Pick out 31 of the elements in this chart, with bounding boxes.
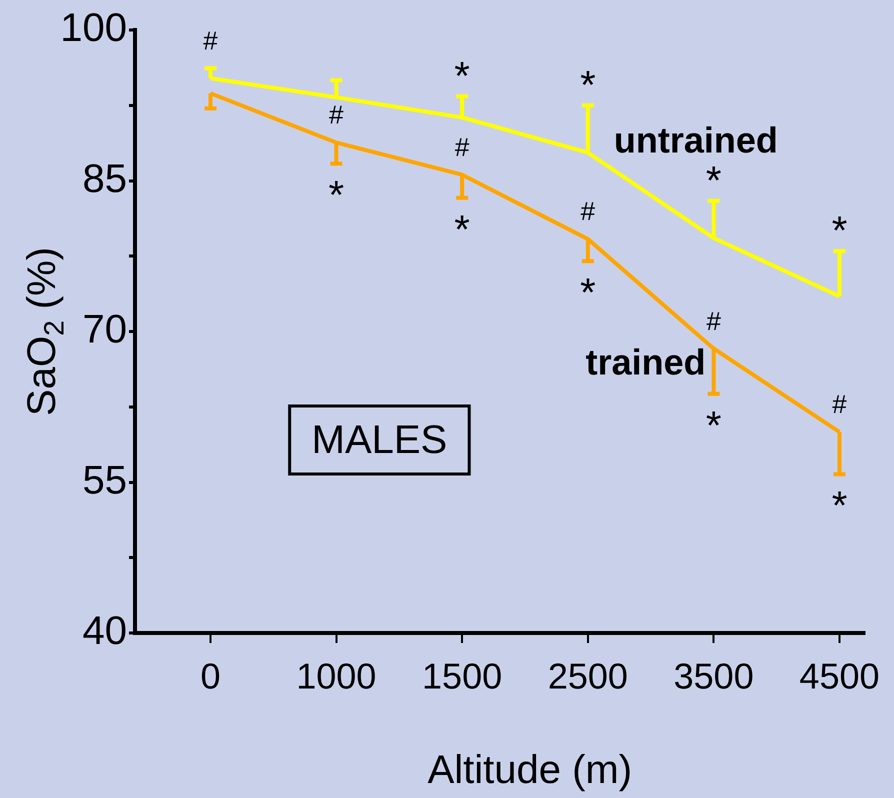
annotation: * bbox=[328, 174, 344, 218]
annotation: # bbox=[203, 25, 218, 56]
x-tick-label: 1000 bbox=[296, 656, 376, 697]
annotation: # bbox=[454, 132, 470, 162]
annotation: # bbox=[706, 306, 722, 336]
annotation: # bbox=[329, 100, 344, 130]
x-axis-title: Altitude (m) bbox=[428, 748, 632, 792]
x-tick-label: 0 bbox=[200, 656, 220, 697]
series-label: trained bbox=[586, 342, 706, 383]
annotation: * bbox=[706, 158, 722, 203]
x-tick-label: 1500 bbox=[422, 656, 502, 697]
y-tick-label: 40 bbox=[82, 609, 127, 654]
annotation: # bbox=[832, 389, 848, 420]
annotation: * bbox=[454, 54, 470, 98]
y-axis-title: SaO2 (%) bbox=[20, 247, 70, 416]
y-tick-label: 85 bbox=[82, 156, 127, 201]
y-tick-label: 55 bbox=[82, 458, 127, 502]
series-label: untrained bbox=[614, 120, 778, 161]
x-tick-label: 3500 bbox=[674, 656, 754, 697]
annotation: MALES bbox=[312, 418, 448, 462]
annotation: # bbox=[580, 196, 596, 226]
annotation: * bbox=[706, 404, 722, 448]
annotation: * bbox=[580, 271, 596, 316]
annotation: * bbox=[580, 63, 596, 108]
annotation: * bbox=[832, 484, 848, 528]
x-tick-label: 2500 bbox=[548, 656, 628, 697]
x-tick-label: 4500 bbox=[799, 656, 880, 697]
y-tick-label: 70 bbox=[82, 308, 127, 352]
annotation: * bbox=[832, 209, 848, 254]
annotation: * bbox=[454, 208, 470, 252]
y-tick-label: 100 bbox=[60, 6, 127, 50]
